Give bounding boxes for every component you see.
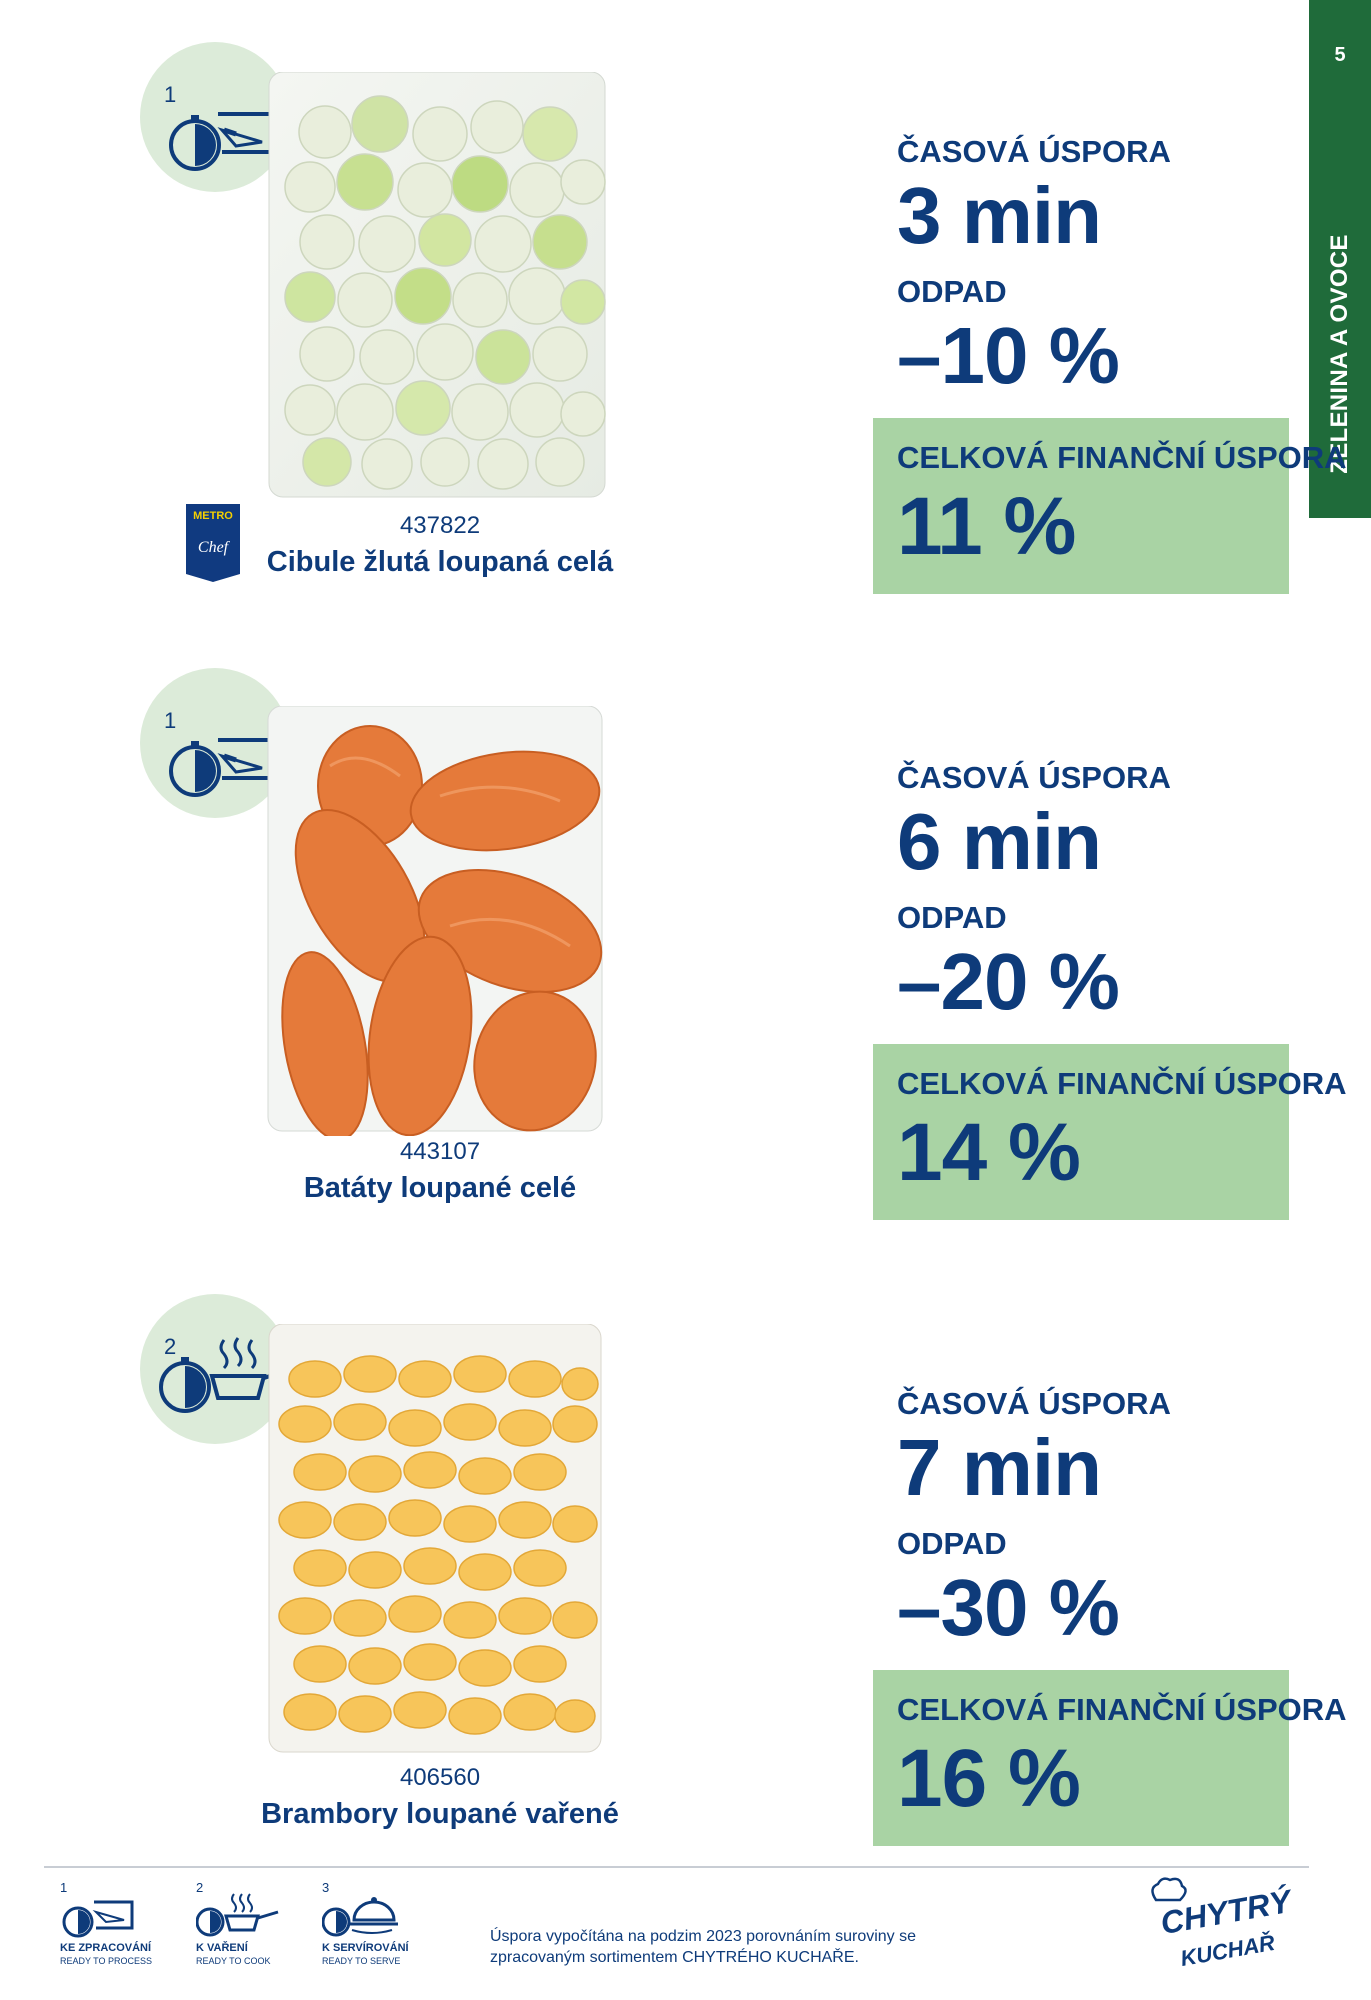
time-saving-value: 7 min xyxy=(897,1423,1102,1512)
product-image-potato xyxy=(265,1324,605,1754)
legend-title: K SERVÍROVÁNÍ xyxy=(322,1942,409,1954)
product-name: Brambory loupané vařené xyxy=(261,1798,619,1830)
total-saving-box: CELKOVÁ FINANČNÍ ÚSPORA 14 % xyxy=(873,1044,1347,1220)
total-saving-box: CELKOVÁ FINANČNÍ ÚSPORA 16 % xyxy=(873,1670,1347,1846)
svg-text:METRO: METRO xyxy=(193,510,233,522)
product-image-onion xyxy=(265,72,610,502)
step-number: 1 xyxy=(164,708,177,733)
pan-steam-icon xyxy=(159,1337,289,1413)
legend-number: 3 xyxy=(322,1880,330,1895)
time-saving-value: 6 min xyxy=(897,797,1102,886)
product-name: Batáty loupané celé xyxy=(303,1172,577,1204)
product-code: 443107 xyxy=(399,1138,481,1165)
step-icon-badge: 1 xyxy=(140,668,290,818)
legend-subtitle: READY TO PROCESS xyxy=(60,1956,153,1966)
waste-label: ODPAD xyxy=(897,1526,1007,1561)
legend-title: K VAŘENÍ xyxy=(196,1942,248,1954)
knife-board-icon xyxy=(62,1900,134,1938)
total-saving-value: 16 % xyxy=(897,1733,1081,1824)
step-icon-badge: 1 xyxy=(140,42,290,192)
time-saving-label: ČASOVÁ ÚSPORA xyxy=(897,760,1171,795)
step-number: 2 xyxy=(164,1334,177,1359)
waste-value: –20 % xyxy=(897,937,1120,1026)
legend-subtitle: READY TO SERVE xyxy=(322,1956,401,1966)
total-saving-value: 14 % xyxy=(897,1107,1081,1198)
category-side-tab: 5 ZELENINA A OVOCE xyxy=(1309,0,1371,518)
cloche-icon xyxy=(322,1897,398,1937)
product-code: 406560 xyxy=(399,1764,481,1791)
time-saving-label: ČASOVÁ ÚSPORA xyxy=(897,134,1171,169)
product-card-potato: 2 406560 Brambory loupané vařené xyxy=(0,1252,1347,1852)
product-card-onion: 1 xyxy=(0,0,1347,600)
total-saving-value: 11 % xyxy=(897,481,1076,572)
chytry-kuchar-logo: CHYTRÝ KUCHAŘ xyxy=(1140,1876,1300,1986)
product-code: 437822 xyxy=(399,512,481,539)
category-label: ZELENINA A OVOCE xyxy=(1326,234,1353,474)
legend-subtitle: READY TO COOK xyxy=(196,1956,271,1966)
svg-text:Chef: Chef xyxy=(198,539,231,556)
waste-value: –30 % xyxy=(897,1563,1120,1652)
total-saving-box: CELKOVÁ FINANČNÍ ÚSPORA 11 % xyxy=(873,418,1347,594)
waste-value: –10 % xyxy=(897,311,1120,400)
waste-label: ODPAD xyxy=(897,274,1007,309)
waste-label: ODPAD xyxy=(897,900,1007,935)
total-saving-label: CELKOVÁ FINANČNÍ ÚSPORA xyxy=(897,1692,1347,1727)
step-icon-badge: 2 xyxy=(140,1294,290,1444)
product-name: Cibule žlutá loupaná celá xyxy=(266,546,614,578)
metro-chef-logo: METRO Chef xyxy=(186,504,240,582)
total-saving-label: CELKOVÁ FINANČNÍ ÚSPORA xyxy=(897,440,1347,475)
time-saving-value: 3 min xyxy=(897,171,1102,260)
step-number: 1 xyxy=(164,82,177,107)
legend-title: KE ZPRACOVÁNÍ xyxy=(60,1942,152,1954)
total-saving-label: CELKOVÁ FINANČNÍ ÚSPORA xyxy=(897,1066,1347,1101)
product-image-sweet-potato xyxy=(260,706,610,1136)
time-saving-label: ČASOVÁ ÚSPORA xyxy=(897,1386,1171,1421)
chef-hat-icon xyxy=(1151,1877,1187,1902)
legend-number: 1 xyxy=(60,1880,68,1895)
footnote-text: Úspora vypočítána na podzim 2023 porovná… xyxy=(490,1928,917,1966)
legend-number: 2 xyxy=(196,1880,204,1895)
pan-steam-icon xyxy=(196,1893,279,1937)
page-number: 5 xyxy=(1334,44,1346,66)
product-card-sweet-potato: 1 443107 Batáty lo xyxy=(0,626,1347,1226)
footer-divider xyxy=(44,1866,1309,1868)
